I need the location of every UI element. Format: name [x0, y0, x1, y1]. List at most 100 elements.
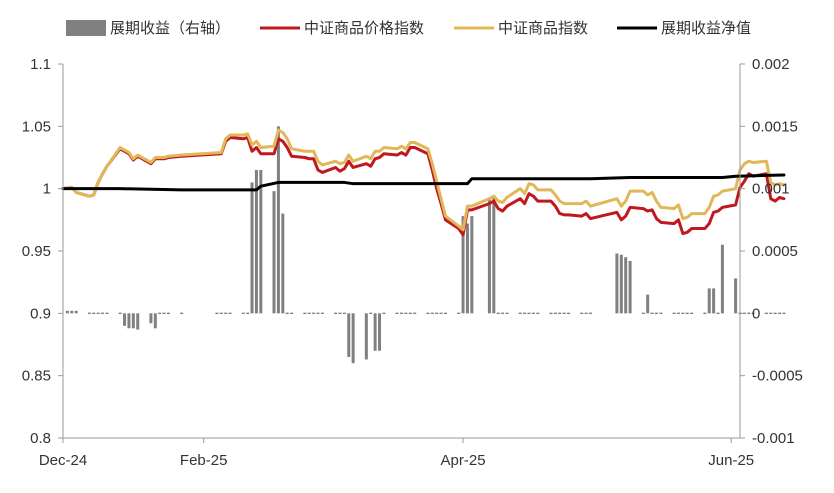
rollover-bar — [751, 312, 755, 315]
rollover-bar — [659, 312, 663, 315]
rollover-bar — [246, 312, 250, 315]
rollover-bar — [685, 312, 689, 315]
rollover-bar — [364, 313, 368, 360]
rollover-bar — [712, 288, 716, 314]
x-tick-label: Jun-25 — [708, 452, 754, 469]
left-tick-label: 1.1 — [30, 56, 51, 73]
rollover-bar — [487, 197, 491, 314]
rollover-bar — [439, 312, 443, 315]
rollover-bar — [158, 312, 162, 315]
rollover-bar — [518, 312, 522, 315]
rollover-bar — [531, 312, 535, 315]
right-tick-label: 0.0015 — [752, 118, 798, 135]
right-tick-label: -0.001 — [752, 430, 795, 447]
rollover-bar — [285, 312, 289, 315]
rollover-bar — [153, 313, 157, 329]
rollover-bar — [162, 312, 166, 315]
rollover-bar — [628, 260, 632, 314]
rollover-bar — [426, 312, 430, 315]
right-tick-label: 0.0005 — [752, 243, 798, 260]
commodity-index-line — [61, 128, 786, 232]
x-tick-label: Dec-24 — [39, 452, 87, 469]
rollover-bar — [101, 312, 105, 315]
rollover-bar — [496, 312, 500, 315]
rollover-bar — [716, 312, 720, 315]
rollover-bar — [413, 312, 417, 315]
rollover-bar — [681, 312, 685, 315]
rollover-bar — [92, 312, 96, 315]
rollover-bar — [136, 313, 140, 330]
rollover-bar — [553, 312, 557, 315]
rollover-bar — [400, 312, 403, 315]
rollover-bar — [650, 312, 654, 315]
rollover-bar — [580, 312, 584, 315]
series-lines — [61, 128, 786, 237]
rollover-bar — [105, 312, 109, 315]
left-tick-label: 0.95 — [22, 243, 51, 260]
rollover-bar — [118, 312, 122, 315]
rollover-bar — [641, 312, 645, 315]
x-tick-label: Feb-25 — [180, 452, 228, 469]
rollover-bars — [65, 126, 786, 364]
rollover-bar — [167, 312, 171, 315]
rollover-bar — [654, 312, 658, 315]
rollover-bar — [769, 312, 773, 315]
rollover-bar — [589, 312, 593, 315]
rollover-bar — [259, 169, 263, 314]
rollover-bar — [549, 312, 553, 315]
rollover-bar — [562, 312, 566, 315]
rollover-bar — [707, 288, 711, 314]
rollover-bar — [461, 216, 465, 314]
rollover-bar — [307, 312, 311, 315]
left-tick-label: 1.05 — [22, 118, 51, 135]
legend-swatch-bar — [66, 20, 106, 36]
rollover-bar — [619, 254, 623, 314]
legend: 展期收益（右轴） 中证商品价格指数 中证商品指数 展期收益净值 — [66, 19, 751, 37]
rollover-bar — [74, 310, 78, 314]
rollover-bar — [404, 312, 408, 315]
rollover-bar — [65, 310, 69, 314]
rollover-bar — [782, 312, 786, 315]
rollover-bar — [676, 312, 680, 315]
rollover-bar — [624, 257, 628, 314]
rollover-bar — [276, 126, 280, 314]
rollover-bar — [567, 312, 571, 315]
rollover-bar — [180, 312, 184, 315]
legend-label: 展期收益（右轴） — [110, 19, 230, 37]
rollover-bar — [443, 312, 447, 315]
rollover-bar — [127, 313, 131, 329]
rollover-nav-line — [61, 173, 786, 192]
rollover-bar — [527, 312, 531, 315]
legend-label: 中证商品价格指数 — [304, 19, 424, 37]
rollover-bar — [219, 312, 223, 315]
rollover-bar — [281, 213, 285, 314]
rollover-bar — [720, 244, 724, 314]
rollover-bar — [703, 312, 707, 315]
rollover-bar — [254, 169, 258, 314]
left-tick-label: 1 — [43, 181, 51, 198]
axes: 0.8 0.85 0.9 0.95 1 1.05 1.1 -0.001 -0.0005 0 0.00… — [22, 56, 803, 469]
rollover-bar — [747, 312, 751, 315]
legend-label: 中证商品指数 — [498, 19, 588, 37]
rollover-bar — [347, 313, 351, 357]
rollover-bar — [250, 182, 254, 314]
rollover-bar — [369, 312, 373, 315]
rollover-bar — [228, 312, 232, 315]
rollover-bar — [96, 312, 100, 315]
rollover-bar — [123, 313, 127, 326]
rollover-bar — [615, 253, 619, 314]
rollover-bar — [505, 312, 509, 315]
rollover-bar — [70, 310, 74, 314]
rollover-bar — [351, 313, 355, 364]
left-tick-label: 0.85 — [22, 368, 51, 385]
rollover-bar — [470, 216, 474, 314]
rollover-bar — [149, 313, 153, 324]
rollover-bar — [131, 313, 135, 329]
left-tick-label: 0.9 — [30, 305, 51, 322]
rollover-bar — [342, 312, 346, 315]
rollover-bar — [334, 312, 338, 315]
x-tick-label: Apr-25 — [441, 452, 486, 469]
rollover-bar — [408, 312, 412, 315]
